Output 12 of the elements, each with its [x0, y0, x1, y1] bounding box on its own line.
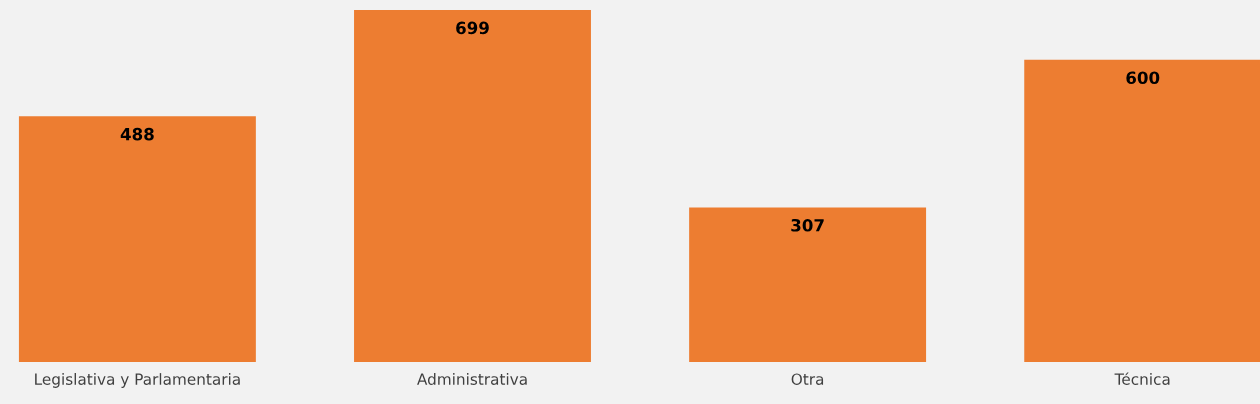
data-label: 699	[456, 21, 489, 35]
data-label: 307	[791, 218, 824, 232]
bar	[18, 116, 256, 362]
x-tick-label: Técnica	[1114, 372, 1170, 385]
bar	[689, 207, 927, 362]
data-label: 600	[1126, 71, 1160, 85]
x-tick-label: Administrativa	[417, 373, 527, 385]
x-tick-label: Legislativa y Parlamentaria	[35, 373, 240, 388]
data-label: 488	[120, 127, 154, 141]
bar	[1024, 59, 1260, 362]
bar	[354, 10, 591, 362]
x-tick-label: Otra	[791, 373, 824, 385]
